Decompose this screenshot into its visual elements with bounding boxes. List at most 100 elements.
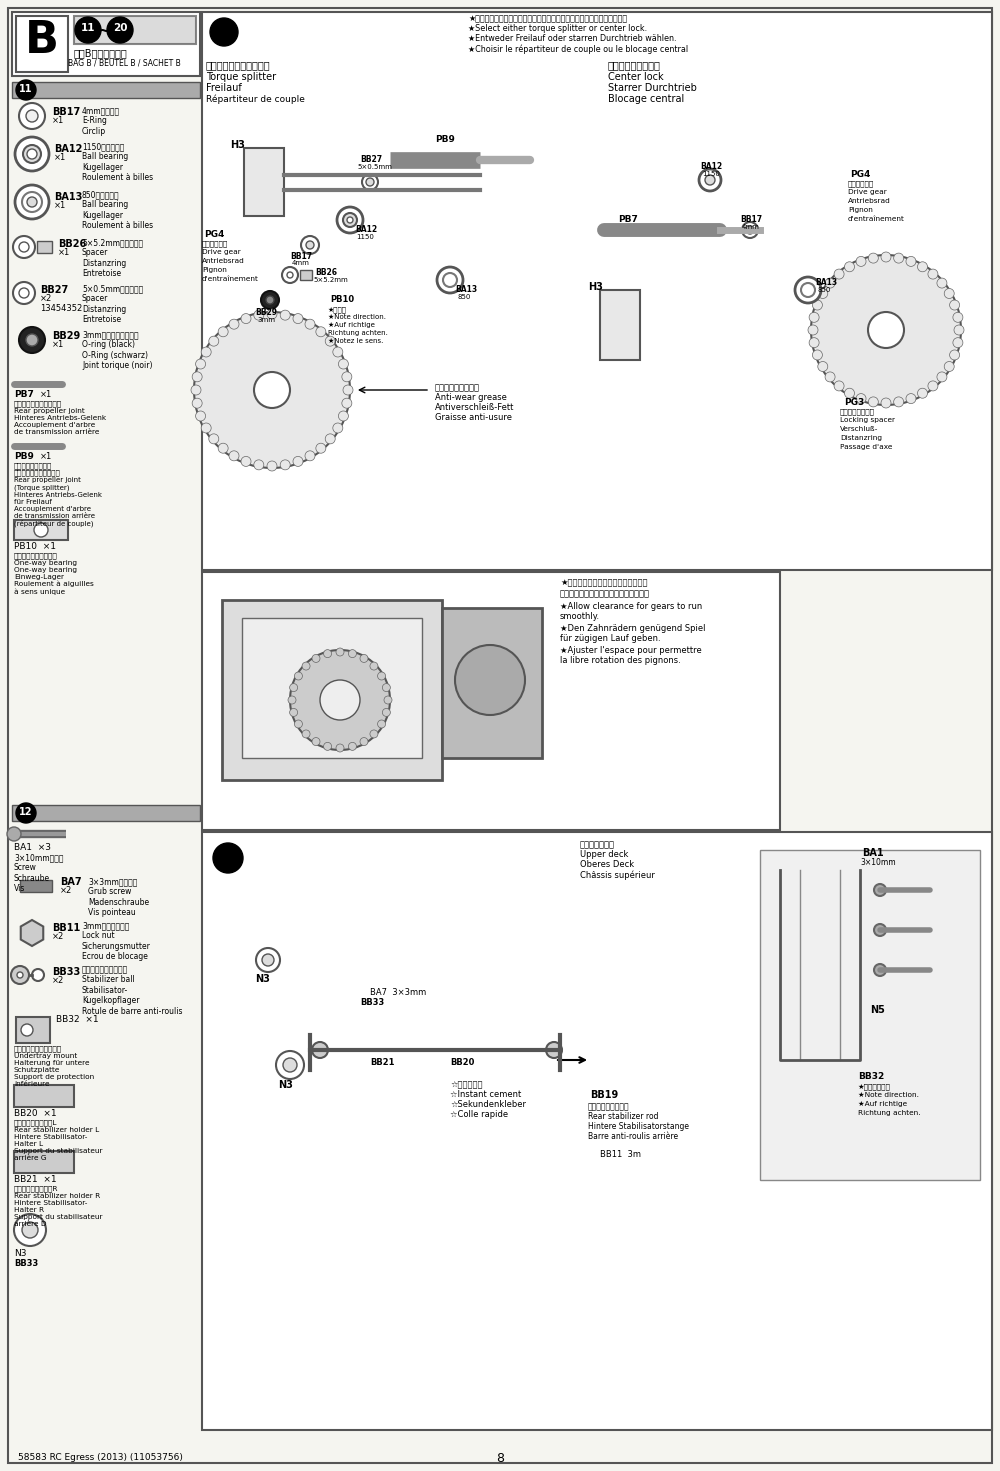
Circle shape (201, 424, 211, 432)
Text: ★Choisir le répartiteur de couple ou le blocage central: ★Choisir le répartiteur de couple ou le … (468, 44, 688, 53)
Circle shape (254, 460, 264, 469)
Circle shape (27, 928, 37, 938)
Text: Locking spacer: Locking spacer (840, 416, 895, 424)
Text: 850: 850 (817, 287, 830, 293)
Text: 《トルクスプリッター》: 《トルクスプリッター》 (206, 60, 271, 71)
Text: ☆瞬間接着剤: ☆瞬間接着剤 (450, 1080, 482, 1089)
Circle shape (366, 178, 374, 185)
Circle shape (868, 397, 878, 407)
Circle shape (546, 1041, 562, 1058)
Bar (16, 1016, 50, 1043)
Circle shape (868, 312, 904, 349)
Text: Center lock: Center lock (608, 72, 664, 82)
Text: 調節してモーターを固定してください。: 調節してモーターを固定してください。 (560, 588, 650, 599)
Circle shape (825, 278, 835, 288)
Text: PB10: PB10 (330, 296, 354, 304)
Text: H3: H3 (588, 282, 603, 293)
Text: BB26: BB26 (315, 268, 337, 277)
Text: Anti-wear grease: Anti-wear grease (435, 393, 507, 402)
Circle shape (288, 696, 296, 705)
Circle shape (333, 347, 343, 357)
Circle shape (11, 966, 29, 984)
Text: Pignon: Pignon (848, 207, 873, 213)
Text: アンダーカウルマウント
Undertray mount
Halterung für untere
Schutzplatte
Support de protect: アンダーカウルマウント Undertray mount Halterung fü… (14, 1044, 94, 1087)
Text: ドライブギヤ: ドライブギヤ (848, 179, 874, 187)
Text: ★注意。: ★注意。 (328, 306, 347, 313)
Circle shape (874, 884, 886, 896)
Text: N3: N3 (14, 1249, 26, 1258)
Circle shape (856, 394, 866, 403)
Text: PB9: PB9 (435, 135, 455, 144)
Text: BB20: BB20 (450, 1058, 474, 1066)
Text: PB7: PB7 (618, 215, 638, 224)
Text: アッパーデッキ: アッパーデッキ (580, 840, 615, 849)
Circle shape (342, 372, 352, 382)
Circle shape (218, 327, 228, 337)
Text: 1150: 1150 (356, 234, 374, 240)
Circle shape (825, 372, 835, 382)
Circle shape (267, 460, 277, 471)
Text: Upper deck: Upper deck (580, 850, 628, 859)
Text: BB17: BB17 (740, 215, 762, 224)
Text: N3: N3 (278, 1080, 293, 1090)
Circle shape (305, 319, 315, 330)
Text: Oberes Deck: Oberes Deck (580, 861, 634, 869)
Circle shape (937, 278, 947, 288)
Circle shape (201, 347, 211, 357)
Text: 1150: 1150 (702, 171, 720, 177)
Bar (20, 880, 52, 891)
Text: 850ベアリング
Ball bearing
Kugellager
Roulement à billes: 850ベアリング Ball bearing Kugellager Rouleme… (82, 190, 153, 229)
Text: BB32  ×1: BB32 ×1 (56, 1015, 99, 1024)
Text: BA12: BA12 (355, 225, 377, 234)
Circle shape (13, 282, 35, 304)
Text: BB17: BB17 (52, 107, 80, 118)
Circle shape (241, 313, 251, 324)
Circle shape (218, 443, 228, 453)
Bar (14, 1150, 74, 1172)
Circle shape (316, 327, 326, 337)
Text: 3×10mm丸ビス
Screw
Schraube
Vis: 3×10mm丸ビス Screw Schraube Vis (14, 853, 64, 893)
Text: BAG B / BEUTEL B / SACHET B: BAG B / BEUTEL B / SACHET B (68, 57, 181, 68)
Text: Blocage central: Blocage central (608, 94, 684, 104)
Bar (442, 608, 542, 758)
Circle shape (26, 334, 38, 346)
Polygon shape (21, 919, 43, 946)
Circle shape (34, 524, 48, 537)
Text: ★Auf richtige: ★Auf richtige (328, 322, 375, 328)
Text: Drive gear: Drive gear (202, 249, 241, 254)
Text: BA7  3×3mm: BA7 3×3mm (370, 989, 426, 997)
Text: ★Ajuster l'espace pour permettre: ★Ajuster l'espace pour permettre (560, 646, 702, 655)
Text: BB32: BB32 (858, 1072, 884, 1081)
Circle shape (262, 955, 274, 966)
Circle shape (290, 650, 390, 750)
Circle shape (337, 207, 363, 232)
Text: Passage d'axe: Passage d'axe (840, 444, 892, 450)
Text: ★Den Zahnrädern genügend Spiel: ★Den Zahnrädern genügend Spiel (560, 624, 706, 633)
Text: ×1: ×1 (54, 202, 66, 210)
Text: Torque splitter: Torque splitter (206, 72, 276, 82)
Circle shape (283, 1058, 297, 1072)
Text: BB33: BB33 (360, 997, 384, 1008)
Text: ★Entweder Freilauf oder starren Durchtrieb wählen.: ★Entweder Freilauf oder starren Durchtri… (468, 34, 676, 43)
Circle shape (196, 359, 206, 369)
Circle shape (302, 730, 310, 738)
Circle shape (348, 650, 356, 658)
Text: 58583 RC Egress (2013) (11053756): 58583 RC Egress (2013) (11053756) (18, 1453, 183, 1462)
Circle shape (261, 291, 279, 309)
Circle shape (324, 650, 332, 658)
Circle shape (14, 1214, 46, 1246)
Circle shape (312, 1041, 328, 1058)
Text: BB29: BB29 (52, 331, 80, 341)
Circle shape (320, 680, 360, 719)
Circle shape (294, 672, 302, 680)
Text: N3: N3 (255, 974, 270, 984)
Circle shape (333, 424, 343, 432)
Circle shape (26, 110, 38, 122)
Circle shape (812, 350, 822, 360)
Text: 11: 11 (19, 84, 33, 94)
Text: 5×5.2mm: 5×5.2mm (313, 277, 348, 282)
Circle shape (944, 362, 954, 372)
Text: BB27: BB27 (360, 154, 382, 163)
Circle shape (287, 272, 293, 278)
Circle shape (290, 709, 298, 716)
